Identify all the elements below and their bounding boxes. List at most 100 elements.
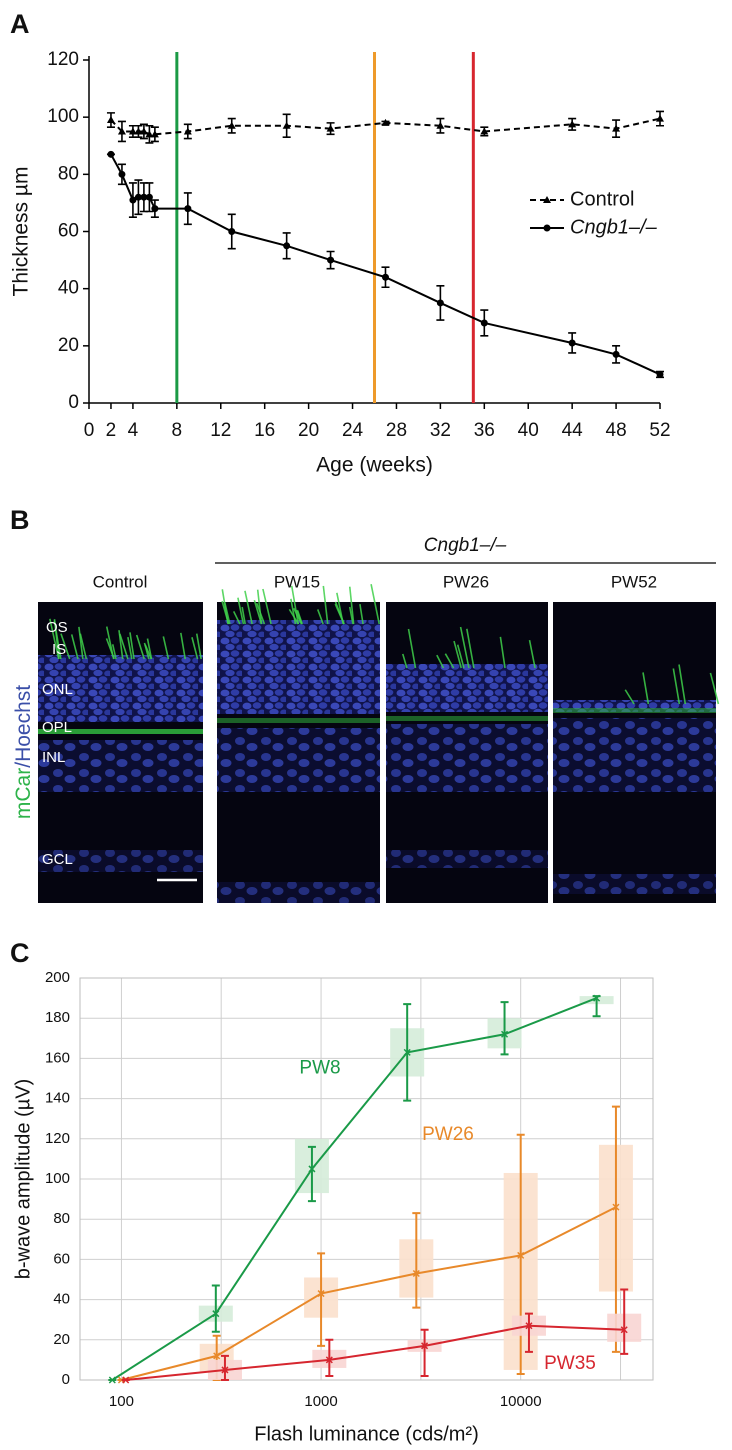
- cone-stain: [624, 689, 635, 705]
- point: [436, 299, 444, 307]
- whisker: [220, 1354, 229, 1381]
- panel-label: B: [10, 505, 30, 535]
- whisker: [211, 1284, 220, 1333]
- gcl-layer: [217, 882, 380, 903]
- cone-stain: [162, 636, 170, 660]
- x-tick-label: 36: [474, 420, 495, 441]
- point: [183, 127, 192, 135]
- x-tick-label: 4: [128, 420, 139, 441]
- gcl-layer: [553, 874, 716, 894]
- mean-marker: [517, 1251, 525, 1259]
- mean-marker: [403, 1048, 411, 1056]
- cone-stain: [70, 634, 79, 660]
- y-tick-label: 200: [45, 969, 70, 986]
- x-tick-label: 20: [298, 420, 319, 441]
- stain-label: mCar/Hoechst: [12, 685, 35, 819]
- inl-layer: [553, 718, 716, 792]
- cone-stain: [180, 632, 187, 660]
- onl-layer: [386, 664, 548, 712]
- gcl-layer: [38, 850, 203, 872]
- stain-part: /Hoechst: [12, 685, 35, 768]
- cone-stain: [129, 632, 135, 660]
- x-tick-label: 10000: [500, 1393, 542, 1410]
- point: [381, 118, 390, 126]
- point: [128, 127, 137, 135]
- point: [145, 193, 153, 201]
- point: [656, 370, 664, 378]
- point: [326, 124, 335, 132]
- cone-stain: [288, 608, 300, 625]
- cone-stain: [244, 590, 253, 625]
- panel-label: C: [10, 938, 30, 968]
- inl-layer: [38, 740, 203, 792]
- x-tick-label: 0: [84, 420, 95, 441]
- series-label: PW35: [544, 1353, 596, 1374]
- y-tick-label: 20: [53, 1331, 70, 1348]
- y-tick-label: 60: [53, 1250, 70, 1267]
- point: [228, 228, 236, 235]
- mean-marker: [308, 1165, 316, 1173]
- y-tick-label: 40: [53, 1291, 70, 1308]
- cone-stain: [127, 636, 133, 660]
- x-axis-title: Flash luminance (cds/m²): [254, 1423, 479, 1445]
- x-tick-label: 100: [109, 1393, 134, 1410]
- whisker: [524, 1312, 533, 1353]
- inl-layer: [217, 728, 380, 792]
- series-line: [121, 1206, 617, 1381]
- series-label: PW8: [299, 1057, 340, 1078]
- y-tick-label: 0: [68, 392, 79, 413]
- panel-label: A: [10, 9, 30, 39]
- mean-marker: [501, 1030, 509, 1038]
- cone-stain: [436, 654, 445, 669]
- y-axis-title: b-wave amplitude (µV): [12, 1079, 34, 1280]
- legend-marker: [543, 224, 551, 232]
- opl-band: [217, 718, 380, 723]
- cone-stain: [255, 602, 266, 625]
- x-tick-label: 52: [649, 420, 670, 441]
- y-tick-label: 80: [53, 1210, 70, 1227]
- mean-marker: [212, 1310, 220, 1318]
- cone-stain: [466, 628, 475, 669]
- whisker: [325, 1338, 334, 1377]
- y-tick-label: 140: [45, 1090, 70, 1107]
- series-line: [111, 997, 597, 1381]
- micrographs: Control PW15 PW26 PW52 OS IS ONL OPL INL GCL mCar/…: [12, 572, 720, 903]
- x-tick-label: 48: [606, 420, 627, 441]
- series-line: [125, 1324, 625, 1381]
- y-tick-label: 0: [62, 1371, 70, 1388]
- whisker: [611, 1105, 620, 1353]
- column-header: PW52: [611, 572, 657, 591]
- whisker: [412, 1212, 421, 1309]
- group-label: Cngb1–/–: [424, 535, 507, 556]
- whisker: [500, 1001, 509, 1056]
- layer-label: INL: [42, 749, 65, 766]
- y-tick-label: 100: [45, 1170, 70, 1187]
- mean-marker: [620, 1326, 628, 1334]
- x-tick-label: 40: [518, 420, 539, 441]
- y-axis-title: Thickness µm: [10, 167, 33, 297]
- onl-layer: [217, 620, 380, 714]
- mean-marker: [122, 1376, 130, 1384]
- cone-stain: [135, 634, 145, 660]
- point: [480, 319, 488, 327]
- x-axis-title: Age (weeks): [316, 454, 433, 477]
- mean-marker: [412, 1269, 420, 1278]
- mean-marker: [421, 1342, 429, 1350]
- column-header: PW15: [274, 572, 320, 591]
- cone-stain: [456, 644, 465, 669]
- layer-label: ONL: [42, 681, 73, 698]
- legend-marker: [543, 196, 551, 203]
- cone-stain: [53, 619, 60, 660]
- cone-stain: [105, 626, 115, 660]
- point: [117, 127, 126, 135]
- mean-marker: [317, 1290, 325, 1298]
- cone-stain: [262, 588, 272, 625]
- cone-stain: [195, 633, 202, 660]
- gcl-layer: [386, 850, 548, 868]
- point: [151, 205, 159, 213]
- y-tick-label: 60: [58, 221, 79, 242]
- point: [139, 127, 148, 135]
- cone-stain: [232, 611, 241, 625]
- cone-stain: [453, 640, 463, 669]
- point: [107, 150, 115, 158]
